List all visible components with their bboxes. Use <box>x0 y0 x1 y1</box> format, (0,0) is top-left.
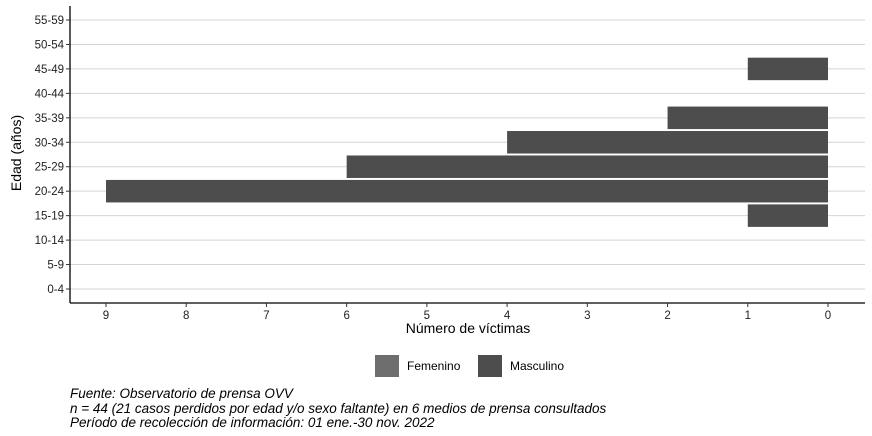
x-tick-label: 5 <box>424 310 430 322</box>
caption-source: Fuente: Observatorio de prensa OVV <box>70 386 293 401</box>
y-tick-label: 40-44 <box>35 88 65 100</box>
y-tick-label: 5-9 <box>47 260 64 272</box>
bar-masculino-35-39 <box>667 106 828 130</box>
y-tick-label: 0-4 <box>47 284 64 296</box>
bar-masculino-20-24 <box>106 179 828 203</box>
bar-masculino-45-49 <box>747 57 828 81</box>
gridlines <box>70 19 865 290</box>
caption-sample-note: n = 44 (21 casos perdidos por edad y/o s… <box>70 400 607 416</box>
legend-swatch <box>478 355 502 377</box>
legend-swatch <box>375 355 399 377</box>
y-tick-label: 35-39 <box>35 113 64 125</box>
x-tick-label: 7 <box>263 310 269 322</box>
bar-masculino-25-29 <box>346 155 828 178</box>
x-axis-title: Número de víctimas <box>406 320 530 336</box>
bars <box>106 57 828 227</box>
caption: Fuente: Observatorio de prensa OVV n = 4… <box>70 386 607 431</box>
x-tick-label: 6 <box>343 310 349 322</box>
y-tick-label: 30-34 <box>35 137 65 149</box>
y-tick-label: 10-14 <box>35 235 65 247</box>
x-tick-label: 1 <box>745 310 751 322</box>
x-tick-label: 3 <box>584 310 590 322</box>
x-tick-label: 0 <box>825 310 831 322</box>
caption-period: Período de recolección de información: 0… <box>70 415 435 430</box>
y-tick-labels: 0-4 5-9 10-14 15-19 20-24 25-29 30-34 35-39 40-4… <box>35 15 70 296</box>
x-tick-label: 2 <box>664 310 670 322</box>
y-tick-label: 45-49 <box>35 64 64 76</box>
bar-masculino-15-19 <box>747 204 828 227</box>
y-tick-label: 15-19 <box>35 211 64 223</box>
bar-masculino-30-34 <box>507 131 828 154</box>
legend-label: Masculino <box>510 359 564 373</box>
x-tick-label: 8 <box>183 310 189 322</box>
y-tick-label: 55-59 <box>35 15 64 27</box>
y-tick-label: 25-29 <box>35 162 64 174</box>
legend: Femenino Masculino <box>375 355 564 377</box>
x-tick-label: 4 <box>504 310 511 322</box>
y-tick-label: 50-54 <box>35 39 65 51</box>
y-tick-label: 20-24 <box>35 186 65 198</box>
legend-label: Femenino <box>407 359 461 373</box>
y-axis-title: Edad (años) <box>8 115 24 191</box>
x-tick-label: 9 <box>103 310 109 322</box>
axes <box>69 6 865 304</box>
x-tick-labels: 9 8 7 6 5 4 3 2 1 0 <box>103 303 831 322</box>
